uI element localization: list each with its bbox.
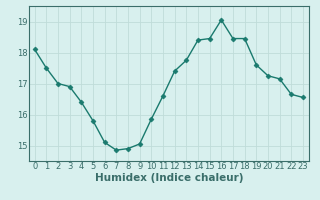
X-axis label: Humidex (Indice chaleur): Humidex (Indice chaleur) (94, 173, 243, 183)
